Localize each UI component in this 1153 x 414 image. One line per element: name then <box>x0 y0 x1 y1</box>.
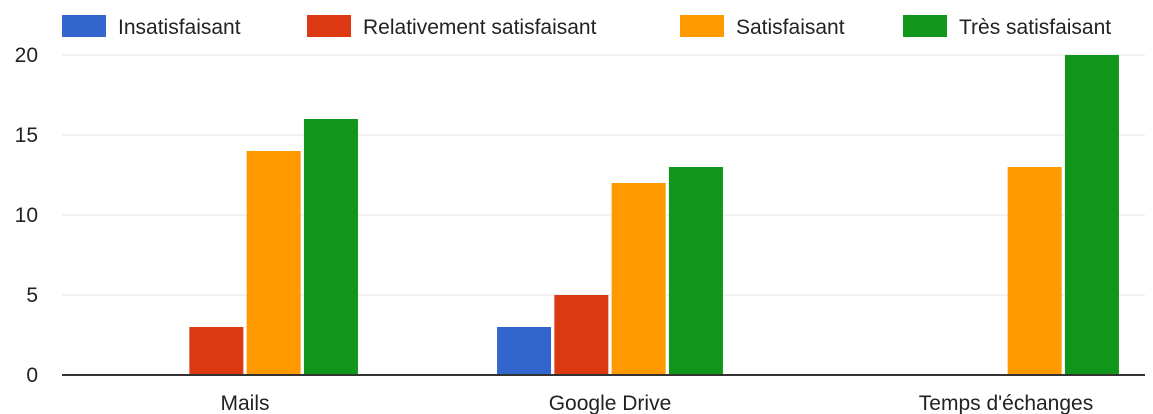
bar-mails-relativement-satisfaisant <box>189 327 244 375</box>
y-tick-label: 5 <box>26 284 38 307</box>
legend-item-satisfaisant: Satisfaisant <box>680 15 845 39</box>
legend-label: Insatisfaisant <box>118 16 241 39</box>
y-tick-label: 0 <box>26 364 38 387</box>
legend-item-tres-satisfaisant: Très satisfaisant <box>903 15 1111 39</box>
legend-swatch <box>903 15 947 37</box>
legend-label: Relativement satisfaisant <box>363 16 597 39</box>
x-category-label: Mails <box>220 392 269 414</box>
bar-temps-d-echanges-tres-satisfaisant <box>1064 55 1119 375</box>
bar-temps-d-echanges-satisfaisant <box>1007 167 1062 375</box>
y-axis-ticks: 0 5 10 15 20 <box>15 44 38 387</box>
bar-google-drive-tres-satisfaisant <box>668 167 723 375</box>
bar-google-drive-relativement-satisfaisant <box>554 295 609 375</box>
legend-item-relativement-satisfaisant: Relativement satisfaisant <box>307 15 597 39</box>
x-category-label: Temps d'échanges <box>919 392 1093 414</box>
y-tick-label: 10 <box>15 204 38 227</box>
bars <box>189 55 1119 375</box>
y-tick-label: 15 <box>15 124 38 147</box>
legend-swatch <box>680 15 724 37</box>
bar-mails-satisfaisant <box>246 151 301 375</box>
gridlines <box>62 54 1145 296</box>
legend-swatch <box>307 15 351 37</box>
legend-label: Très satisfaisant <box>959 16 1111 39</box>
bar-mails-tres-satisfaisant <box>303 119 358 375</box>
bar-google-drive-satisfaisant <box>611 183 666 375</box>
y-tick-label: 20 <box>15 44 38 67</box>
x-category-label: Google Drive <box>549 392 672 414</box>
x-axis-labels: Mails Google Drive Temps d'échanges <box>220 392 1093 414</box>
legend-item-insatisfaisant: Insatisfaisant <box>62 15 241 39</box>
legend-swatch <box>62 15 106 37</box>
bar-google-drive-insatisfaisant <box>497 327 552 375</box>
legend: Insatisfaisant Relativement satisfaisant S… <box>62 15 1111 39</box>
legend-label: Satisfaisant <box>736 16 845 39</box>
